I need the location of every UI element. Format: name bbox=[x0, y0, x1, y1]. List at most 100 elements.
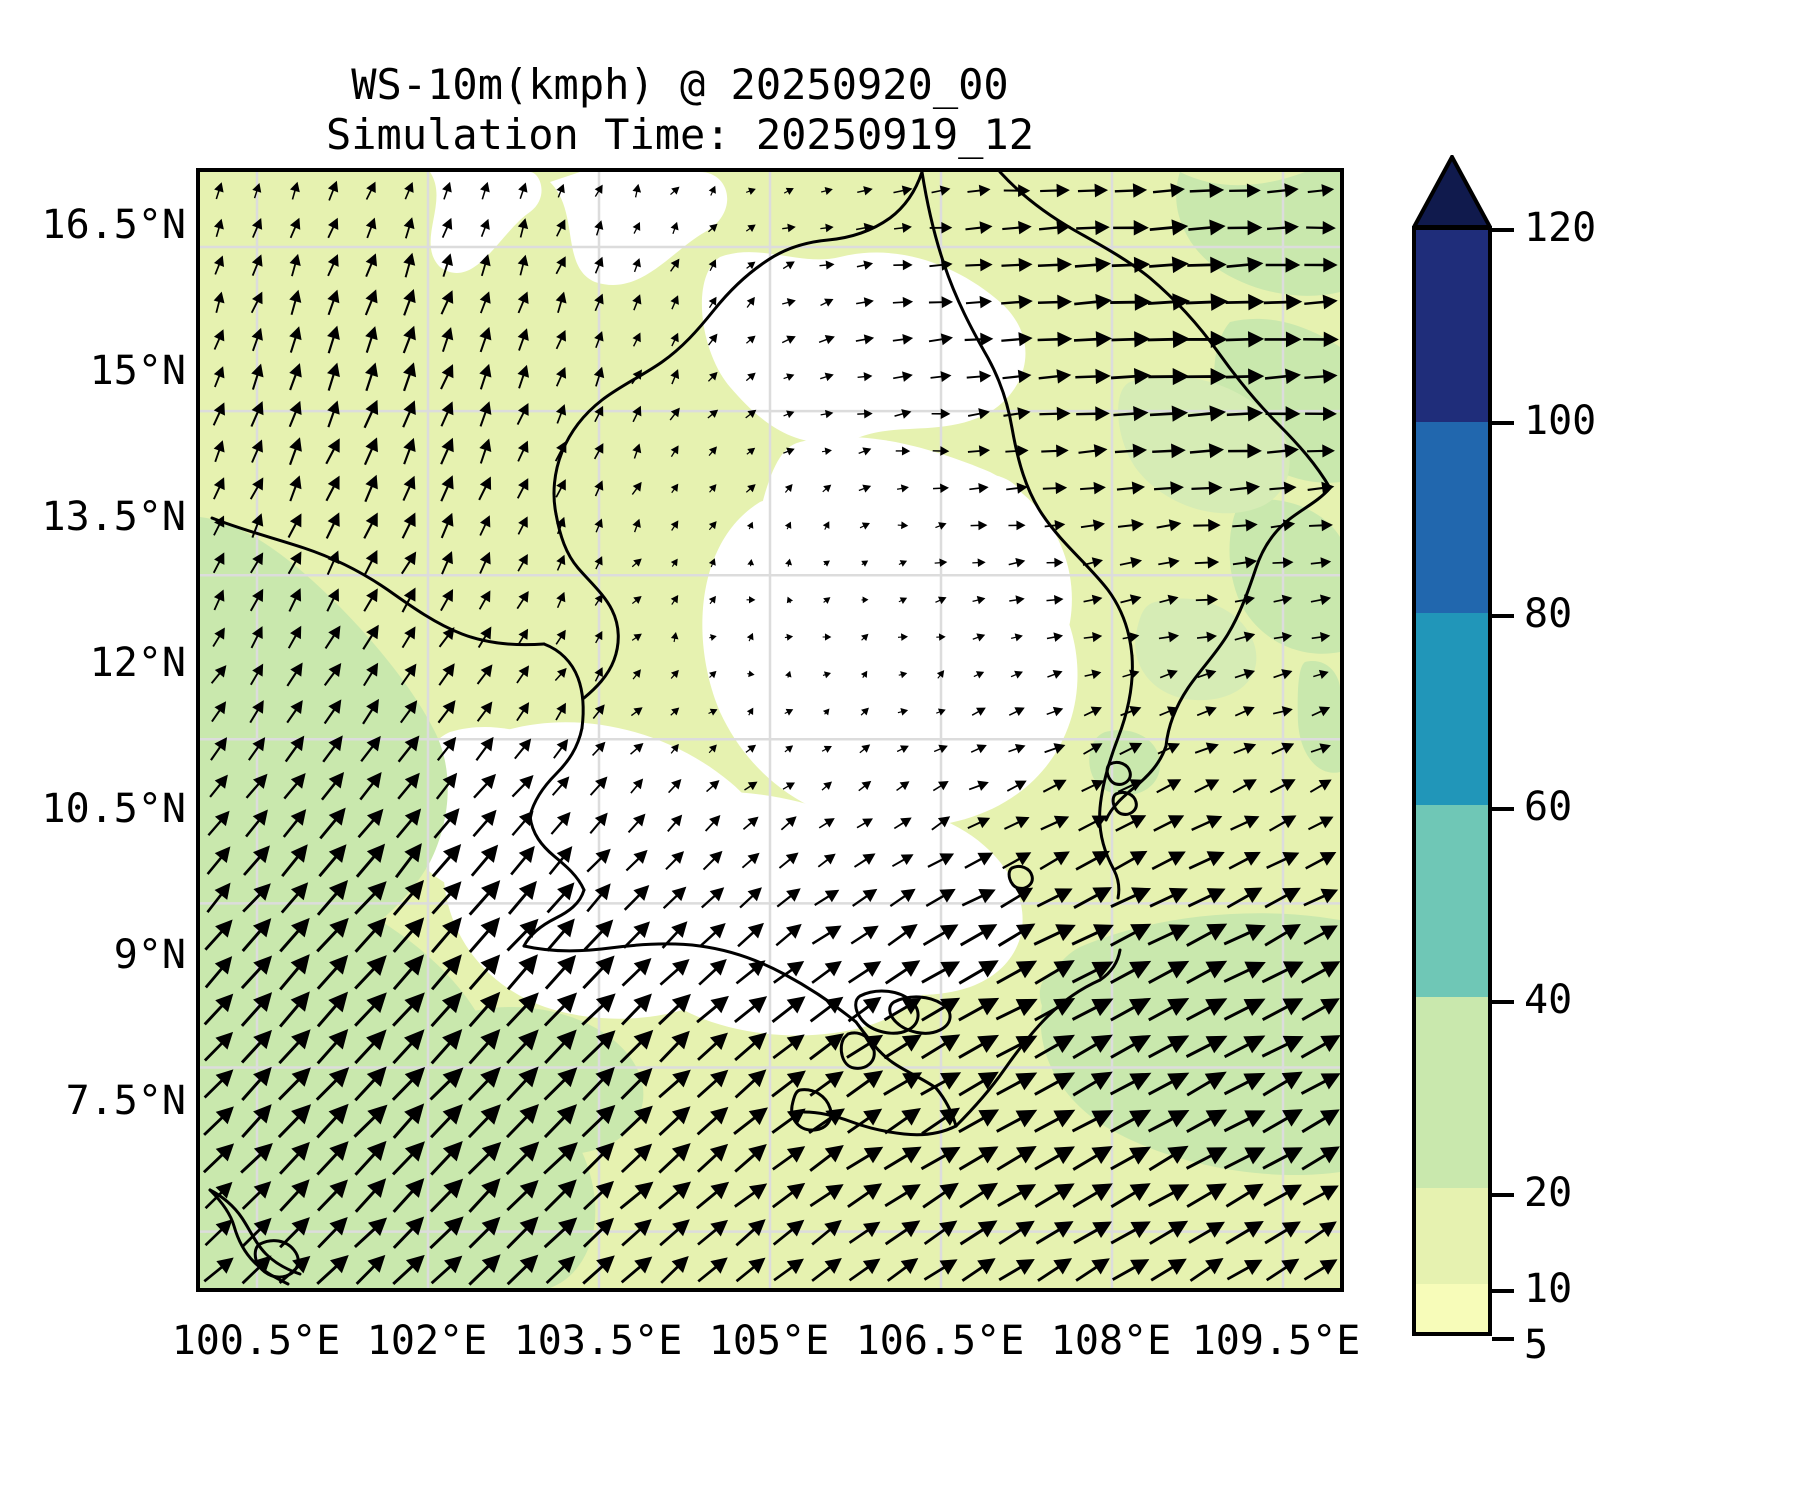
wind-arrow bbox=[776, 888, 801, 908]
wind-arrow bbox=[619, 1181, 654, 1210]
wind-arrow bbox=[1040, 815, 1070, 831]
wind-arrow bbox=[1186, 1071, 1227, 1097]
wind-arrow bbox=[286, 662, 303, 687]
wind-arrow bbox=[920, 1072, 962, 1096]
wind-arrow bbox=[1273, 632, 1293, 643]
wind-arrow bbox=[392, 1254, 425, 1286]
wind-arrow bbox=[896, 484, 909, 493]
wind-arrow bbox=[929, 259, 953, 271]
wind-arrow bbox=[847, 1183, 883, 1208]
wind-arrow bbox=[782, 298, 796, 307]
wind-arrow bbox=[745, 409, 757, 419]
wind-arrow bbox=[961, 888, 996, 907]
wind-arrow bbox=[1071, 1110, 1114, 1133]
wind-arrow bbox=[1307, 816, 1334, 831]
wind-arrow bbox=[555, 329, 567, 350]
colorbar[interactable] bbox=[1412, 226, 1492, 1336]
wind-arrow bbox=[290, 181, 300, 200]
wind-arrow bbox=[1039, 406, 1071, 421]
wind-arrow bbox=[404, 182, 414, 200]
wind-arrow bbox=[737, 922, 764, 948]
wind-arrow bbox=[365, 326, 378, 353]
map-plot-area[interactable] bbox=[196, 168, 1344, 1292]
wind-arrow bbox=[1037, 257, 1073, 273]
wind-arrow bbox=[821, 781, 833, 791]
wind-arrow bbox=[931, 185, 951, 196]
wind-arrow bbox=[514, 738, 532, 760]
wind-arrow bbox=[1185, 998, 1228, 1022]
wind-arrow bbox=[550, 811, 571, 835]
wind-arrow bbox=[363, 437, 378, 466]
wind-arrow bbox=[783, 187, 794, 195]
wind-arrow bbox=[1110, 887, 1152, 908]
wind-arrow bbox=[708, 259, 717, 272]
wind-arrow bbox=[1193, 518, 1221, 532]
wind-arrow bbox=[965, 221, 993, 235]
wind-arrow bbox=[1075, 368, 1111, 385]
wind-arrow bbox=[920, 1146, 961, 1171]
wind-arrow bbox=[932, 781, 949, 792]
wind-arrow bbox=[821, 447, 832, 456]
wind-arrow bbox=[1309, 519, 1333, 532]
wind-arrow bbox=[354, 1066, 387, 1102]
wind-arrow bbox=[1047, 670, 1063, 679]
wind-arrow bbox=[555, 404, 567, 424]
wind-arrow bbox=[1159, 669, 1178, 680]
wind-arrow bbox=[668, 778, 682, 794]
wind-arrow bbox=[1034, 1183, 1075, 1208]
wind-arrow bbox=[896, 745, 909, 753]
wind-arrow bbox=[289, 217, 301, 239]
wind-arrow bbox=[1113, 850, 1148, 871]
wind-arrow bbox=[203, 1106, 234, 1136]
wind-arrow bbox=[973, 671, 985, 679]
colorbar-label-60: 60 bbox=[1524, 784, 1573, 830]
wind-arrow bbox=[204, 956, 233, 989]
wind-arrow bbox=[1039, 851, 1070, 871]
wind-arrow bbox=[935, 596, 947, 605]
wind-arrow bbox=[440, 588, 454, 612]
ytick-label-9N: 9°N bbox=[113, 932, 186, 978]
colorbar-tick-20 bbox=[1492, 1193, 1514, 1197]
wind-arrow bbox=[506, 1254, 539, 1286]
wind-arrow bbox=[506, 1029, 539, 1064]
wind-arrow bbox=[1034, 997, 1076, 1022]
wind-arrow bbox=[440, 364, 454, 390]
wind-arrow bbox=[282, 809, 307, 838]
wind-arrow bbox=[1073, 331, 1113, 348]
wind-arrow bbox=[1305, 852, 1337, 870]
wind-arrow bbox=[210, 665, 227, 684]
wind-arrow bbox=[1042, 779, 1067, 793]
wind-arrow bbox=[823, 597, 831, 604]
wind-arrow bbox=[543, 1142, 578, 1175]
wind-arrow bbox=[209, 774, 228, 798]
wind-arrow bbox=[1111, 256, 1151, 274]
wind-arrow bbox=[822, 633, 832, 641]
wind-arrow bbox=[516, 403, 529, 426]
wind-arrow bbox=[430, 1255, 463, 1285]
wind-arrow bbox=[1229, 481, 1261, 495]
wind-arrow bbox=[249, 700, 264, 724]
wind-arrow bbox=[861, 633, 869, 642]
wind-arrow bbox=[1268, 815, 1297, 832]
wind-arrow bbox=[823, 560, 830, 567]
wind-arrow bbox=[473, 773, 496, 799]
wind-arrow bbox=[1265, 257, 1301, 273]
wind-arrow bbox=[884, 1220, 921, 1246]
wind-arrow bbox=[214, 182, 224, 200]
wind-arrow bbox=[1229, 183, 1261, 198]
wind-arrow bbox=[1189, 182, 1225, 199]
wind-arrow bbox=[241, 1066, 272, 1101]
wind-arrow bbox=[746, 521, 754, 530]
wind-arrow bbox=[289, 253, 301, 277]
wind-arrow bbox=[1113, 220, 1149, 236]
wind-arrow bbox=[972, 558, 986, 567]
xtick-label-109.5E: 109.5°E bbox=[1191, 1318, 1361, 1364]
wind-arrow bbox=[1232, 556, 1258, 569]
wind-arrow bbox=[1272, 557, 1294, 569]
wind-arrow bbox=[392, 917, 425, 953]
wind-arrow bbox=[1300, 1035, 1340, 1059]
wind-arrow bbox=[594, 594, 603, 606]
wind-arrow bbox=[397, 772, 420, 800]
wind-arrow bbox=[1307, 481, 1335, 495]
wind-arrow bbox=[581, 1104, 616, 1138]
